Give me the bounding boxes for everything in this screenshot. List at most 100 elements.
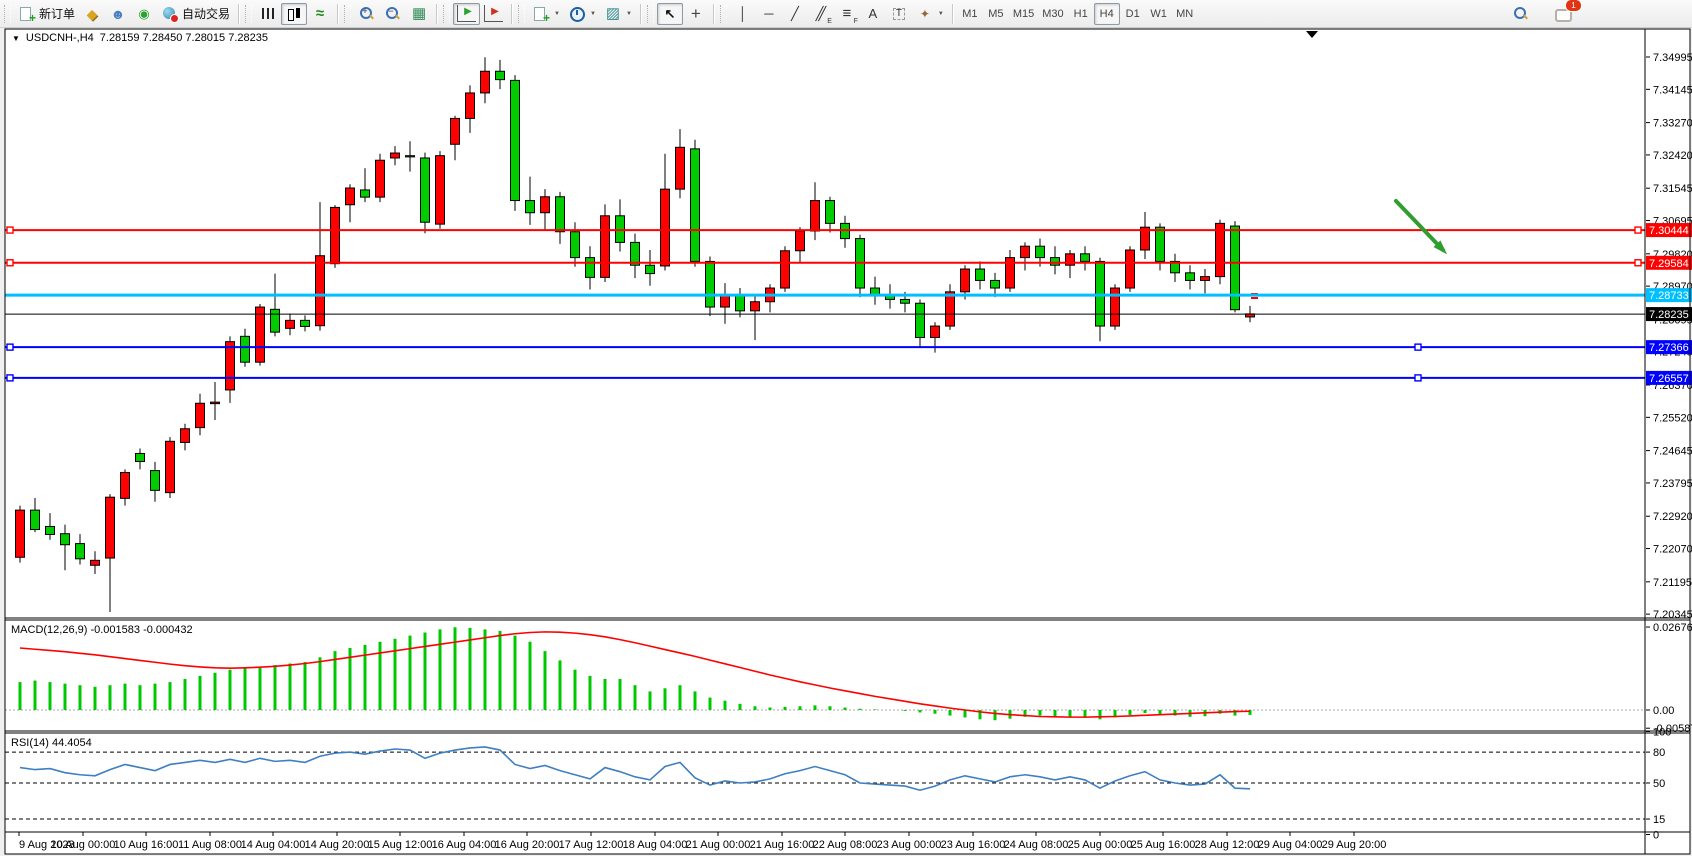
svg-text:25 Aug 00:00: 25 Aug 00:00 bbox=[1068, 839, 1133, 851]
periodicity-button[interactable]: ▼ bbox=[564, 3, 600, 25]
hline-handle[interactable] bbox=[6, 259, 14, 267]
text-button[interactable] bbox=[860, 3, 886, 25]
timeframe-group: M1 M5 M15 M30 H1 H4 D1 W1 MN bbox=[957, 2, 1198, 25]
search-icon bbox=[1512, 6, 1530, 22]
svg-text:7.33270: 7.33270 bbox=[1653, 118, 1692, 130]
line-chart-button[interactable] bbox=[307, 3, 333, 25]
timeframe-m1-button[interactable]: M1 bbox=[957, 3, 983, 25]
auto-scroll-button[interactable] bbox=[453, 2, 481, 25]
svg-text:15: 15 bbox=[1653, 814, 1665, 826]
svg-text:24 Aug 08:00: 24 Aug 08:00 bbox=[1004, 839, 1069, 851]
svg-text:29 Aug 04:00: 29 Aug 04:00 bbox=[1258, 839, 1323, 851]
hline-handle[interactable] bbox=[1634, 226, 1642, 234]
button-label: 自动交易 bbox=[182, 7, 231, 21]
svg-text:18 Aug 04:00: 18 Aug 04:00 bbox=[623, 839, 688, 851]
hline-handle[interactable] bbox=[1414, 374, 1422, 382]
timeframe-m30-button[interactable]: M30 bbox=[1038, 3, 1067, 25]
timeframe-mn-button[interactable]: MN bbox=[1172, 3, 1198, 25]
tile-windows-button[interactable] bbox=[406, 3, 432, 25]
hline-handle[interactable] bbox=[1414, 343, 1422, 351]
community-icon bbox=[109, 6, 127, 22]
svg-text:7.29584: 7.29584 bbox=[1649, 258, 1689, 270]
hline-handle[interactable] bbox=[6, 374, 14, 382]
hline-handle[interactable] bbox=[6, 343, 14, 351]
hline-7.30444[interactable] bbox=[5, 226, 1645, 234]
svg-text:17 Aug 12:00: 17 Aug 12:00 bbox=[559, 839, 624, 851]
bar-chart-button[interactable] bbox=[255, 3, 281, 25]
svg-text:7.27366: 7.27366 bbox=[1649, 342, 1689, 354]
autotrading-icon bbox=[161, 6, 180, 23]
price-label-7.27366: 7.27366 bbox=[1646, 340, 1692, 355]
symbol-dropdown-icon[interactable]: ▼ bbox=[12, 33, 20, 43]
zoom-in-button[interactable]: + bbox=[354, 3, 380, 25]
timeframe-m5-button[interactable]: M5 bbox=[983, 3, 1009, 25]
macd-signal-line bbox=[19, 631, 1251, 718]
timeframe-h4-button[interactable]: H4 bbox=[1093, 2, 1120, 25]
equidistant-channel-icon: E bbox=[812, 6, 832, 25]
svg-text:7.23795: 7.23795 bbox=[1653, 478, 1692, 490]
new-order-button[interactable]: 新订单 bbox=[14, 3, 79, 25]
fibonacci-button[interactable]: F bbox=[834, 3, 860, 25]
svg-text:0.026764: 0.026764 bbox=[1653, 622, 1692, 634]
horizontal-line-button[interactable] bbox=[756, 3, 782, 25]
new-order-icon bbox=[18, 6, 36, 24]
svg-text:7.26557: 7.26557 bbox=[1649, 373, 1689, 385]
svg-text:14 Aug 20:00: 14 Aug 20:00 bbox=[305, 839, 370, 851]
chat-button[interactable]: 1 bbox=[1547, 0, 1582, 26]
svg-text:0.00: 0.00 bbox=[1653, 705, 1674, 717]
svg-text:15 Aug 12:00: 15 Aug 12:00 bbox=[368, 839, 433, 851]
crosshair-button[interactable] bbox=[683, 3, 709, 25]
market-button[interactable] bbox=[79, 3, 105, 25]
notification-badge: 1 bbox=[1565, 0, 1582, 12]
chart-canvas[interactable]: 7.349957.341457.332707.324207.315457.306… bbox=[0, 28, 1692, 856]
hline-handle[interactable] bbox=[6, 226, 14, 234]
text-label-button[interactable] bbox=[886, 3, 912, 25]
svg-text:16 Aug 20:00: 16 Aug 20:00 bbox=[495, 839, 560, 851]
signals-icon bbox=[135, 6, 153, 22]
chart-shift-marker[interactable] bbox=[1306, 31, 1318, 38]
chart-shift-button[interactable] bbox=[480, 3, 507, 25]
vertical-line-button[interactable] bbox=[730, 3, 756, 25]
hline-7.26557[interactable] bbox=[5, 374, 1645, 382]
templates-button[interactable]: ▼ bbox=[600, 3, 636, 25]
equidistant-channel-button[interactable]: E bbox=[808, 3, 834, 25]
svg-text:7.34995: 7.34995 bbox=[1653, 52, 1692, 64]
svg-text:50: 50 bbox=[1653, 778, 1665, 790]
rsi-pane: 1008050150RSI(14) 44.4054 bbox=[5, 727, 1671, 842]
timeframe-h1-button[interactable]: H1 bbox=[1068, 3, 1094, 25]
candlestick-chart-button[interactable] bbox=[281, 2, 308, 25]
symbol-period-label: USDCNH-,H4 bbox=[25, 32, 94, 44]
signals-button[interactable] bbox=[131, 3, 157, 25]
timeframe-w1-button[interactable]: W1 bbox=[1146, 3, 1172, 25]
cursor-icon bbox=[661, 6, 679, 22]
autotrading-button[interactable]: 自动交易 bbox=[157, 3, 234, 25]
arrow-annotation[interactable] bbox=[1394, 199, 1448, 255]
candlestick-chart-icon bbox=[285, 6, 303, 22]
arrows-button[interactable]: ▼ bbox=[912, 3, 948, 25]
timeframe-m15-button[interactable]: M15 bbox=[1009, 3, 1038, 25]
zoom-out-button[interactable]: − bbox=[380, 3, 406, 25]
hline-handle[interactable] bbox=[1634, 259, 1642, 267]
hline-7.29584[interactable] bbox=[5, 259, 1645, 267]
community-button[interactable] bbox=[105, 3, 131, 25]
price-label-7.30444: 7.30444 bbox=[1646, 223, 1692, 238]
search-button[interactable] bbox=[1505, 2, 1537, 26]
trendline-button[interactable] bbox=[782, 3, 808, 25]
dropdown-arrow-icon: ▼ bbox=[937, 10, 944, 17]
svg-text:14 Aug 04:00: 14 Aug 04:00 bbox=[241, 839, 306, 851]
timeframe-d1-button[interactable]: D1 bbox=[1120, 3, 1146, 25]
svg-text:7.29820: 7.29820 bbox=[1653, 249, 1692, 261]
cursor-button[interactable] bbox=[656, 2, 683, 25]
macd-label: MACD(12,26,9) -0.001583 -0.000432 bbox=[11, 624, 193, 636]
dropdown-arrow-icon: ▼ bbox=[554, 10, 560, 17]
dropdown-arrow-icon: ▼ bbox=[589, 10, 596, 17]
zoom-in-icon: + bbox=[358, 6, 376, 22]
price-label-7.28235: 7.28235 bbox=[1646, 307, 1692, 322]
hline-7.27366[interactable] bbox=[5, 343, 1645, 351]
new-chart-button[interactable]: ▼ bbox=[528, 3, 564, 25]
price-label-7.26557: 7.26557 bbox=[1646, 370, 1692, 385]
text-label-icon bbox=[890, 6, 908, 22]
svg-text:7.22070: 7.22070 bbox=[1653, 544, 1692, 556]
